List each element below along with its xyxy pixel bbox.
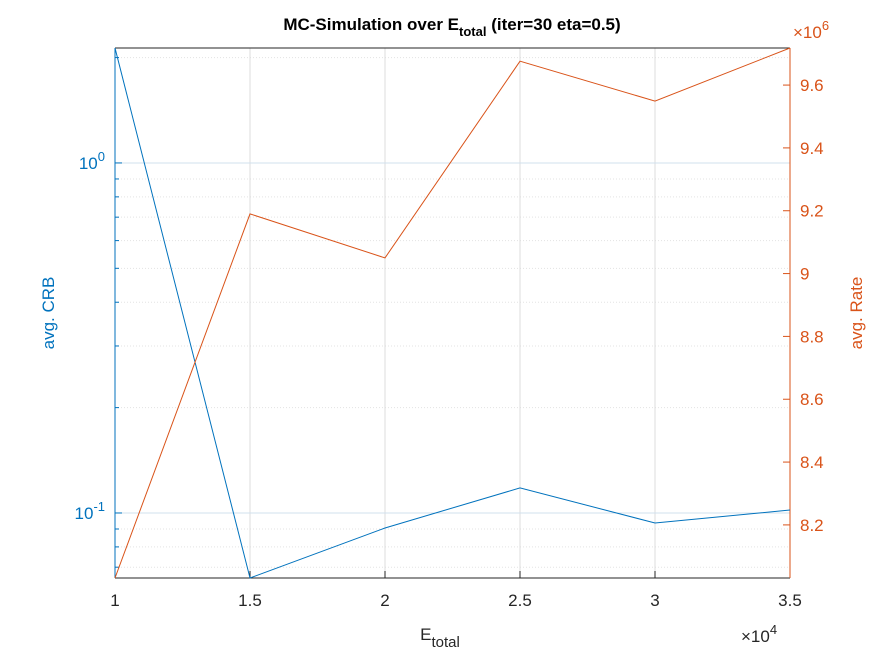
y2-tick-label: 9.4 bbox=[800, 139, 824, 158]
y-tick-label: 100 bbox=[79, 149, 105, 173]
y-tick-exp: 0 bbox=[98, 149, 105, 164]
y-tick-exp: -1 bbox=[93, 499, 105, 514]
xlabel-subscript: total bbox=[431, 634, 459, 651]
x-multiplier-exp: 4 bbox=[770, 622, 777, 637]
y2-multiplier-base: ×10 bbox=[793, 23, 822, 42]
y-tick-base: 10 bbox=[79, 154, 98, 173]
x-tick-label: 2 bbox=[380, 591, 389, 610]
y2-tick-label: 9.6 bbox=[800, 76, 824, 95]
title-suffix: (iter=30 eta=0.5) bbox=[486, 15, 620, 34]
x-tick-label: 2.5 bbox=[508, 591, 532, 610]
y2-tick-label: 8.4 bbox=[800, 453, 824, 472]
title-subscript: total bbox=[459, 24, 486, 39]
y-axis-label: avg. CRB bbox=[39, 277, 58, 350]
x-tick-label: 1 bbox=[110, 591, 119, 610]
data-line bbox=[114, 47, 791, 579]
title-main: MC-Simulation over E bbox=[283, 15, 459, 34]
y2-tick-label: 9.2 bbox=[800, 202, 824, 221]
x-tick-label: 3.5 bbox=[778, 591, 802, 610]
x-multiplier: ×104 bbox=[741, 622, 777, 646]
y2-tick-label: 9 bbox=[800, 265, 809, 284]
x-tick-label: 3 bbox=[650, 591, 659, 610]
chart-title: MC-Simulation over Etotal (iter=30 eta=0… bbox=[283, 15, 620, 39]
y2-axis-label: avg. Rate bbox=[847, 277, 866, 350]
y2-tick-label: 8.2 bbox=[800, 516, 824, 535]
y2-multiplier: ×106 bbox=[793, 18, 829, 42]
y2-tick-label: 8.6 bbox=[800, 390, 824, 409]
x-axis-label: Etotal bbox=[420, 625, 460, 651]
y2-multiplier-exp: 6 bbox=[822, 18, 829, 33]
xlabel-main: E bbox=[420, 625, 431, 644]
data-line bbox=[114, 47, 791, 579]
y2-tick-label: 8.8 bbox=[800, 327, 824, 346]
y-tick-base: 10 bbox=[75, 504, 94, 523]
x-tick-label: 1.5 bbox=[238, 591, 262, 610]
x-multiplier-base: ×10 bbox=[741, 627, 770, 646]
y-tick-label: 10-1 bbox=[75, 499, 105, 523]
